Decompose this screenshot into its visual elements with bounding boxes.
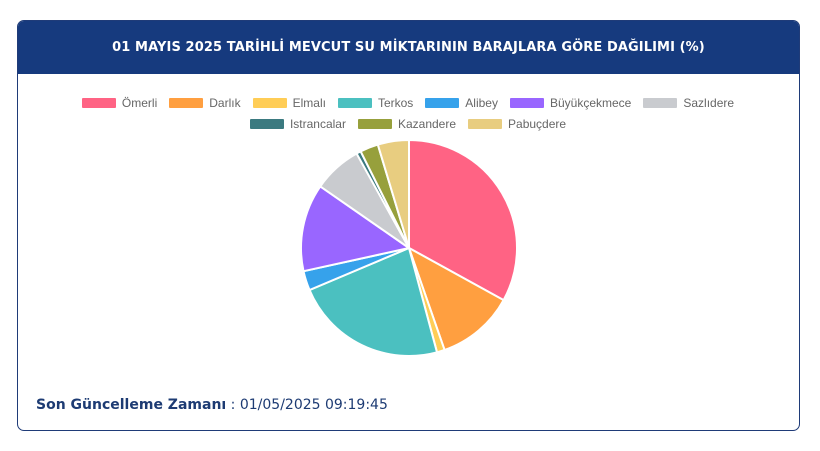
- legend-item[interactable]: Elmalı: [252, 96, 326, 110]
- legend-item[interactable]: Pabuçdere: [468, 117, 567, 131]
- legend-label: Pabuçdere: [508, 117, 567, 131]
- last-update-value: 01/05/2025 09:19:45: [239, 397, 388, 413]
- legend-swatch: [509, 98, 544, 108]
- legend-swatch: [468, 119, 503, 129]
- legend-label: Darlık: [209, 96, 241, 110]
- legend-label: Kazandere: [397, 117, 457, 131]
- legend-item[interactable]: Terkos: [337, 96, 414, 110]
- pie-slice-terkos[interactable]: [308, 246, 439, 357]
- legend-label: Alibey: [465, 96, 498, 110]
- legend-swatch: [169, 98, 204, 108]
- chart-card: 01 MAYIS 2025 TARİHLİ MEVCUT SU MİKTARIN…: [17, 20, 800, 431]
- legend-label: Elmalı: [292, 96, 326, 110]
- chart-title: 01 MAYIS 2025 TARİHLİ MEVCUT SU MİKTARIN…: [18, 21, 799, 74]
- legend-swatch: [425, 98, 460, 108]
- legend-label: Ömerli: [121, 96, 158, 110]
- legend-swatch: [249, 119, 284, 129]
- legend-swatch: [643, 98, 678, 108]
- legend-item[interactable]: Darlık: [169, 96, 241, 110]
- last-update-label: Son Güncelleme Zamanı: [36, 397, 227, 413]
- legend-item[interactable]: Ömerli: [81, 96, 158, 110]
- pie-slice-pabuçdere[interactable]: [376, 138, 410, 249]
- legend-swatch: [252, 98, 287, 108]
- legend-item[interactable]: Kazandere: [357, 117, 457, 131]
- legend-item[interactable]: Sazlıdere: [643, 96, 735, 110]
- legend-item[interactable]: Büyükçekmece: [509, 96, 632, 110]
- legend-swatch: [81, 98, 116, 108]
- legend-label: Sazlıdere: [683, 96, 735, 110]
- legend-label: Terkos: [377, 96, 414, 110]
- chart-legend: Ömerli Darlık Elmalı Terkos Alibey Büyükçekme…: [48, 96, 768, 131]
- pie-slice-büyükçekmece[interactable]: [300, 185, 412, 273]
- legend-swatch: [357, 119, 392, 129]
- pie-slice-darlık[interactable]: [407, 245, 505, 352]
- pie-slice-ömerli[interactable]: [408, 138, 518, 302]
- last-update-separator: :: [230, 397, 236, 413]
- legend-label: Büyükçekmece: [549, 96, 632, 110]
- legend-item[interactable]: Istrancalar: [249, 117, 346, 131]
- legend-swatch: [337, 98, 372, 108]
- legend-item[interactable]: Alibey: [425, 96, 498, 110]
- legend-label: Istrancalar: [289, 117, 346, 131]
- last-update: Son Güncelleme Zamanı : 01/05/2025 09:19…: [36, 397, 388, 413]
